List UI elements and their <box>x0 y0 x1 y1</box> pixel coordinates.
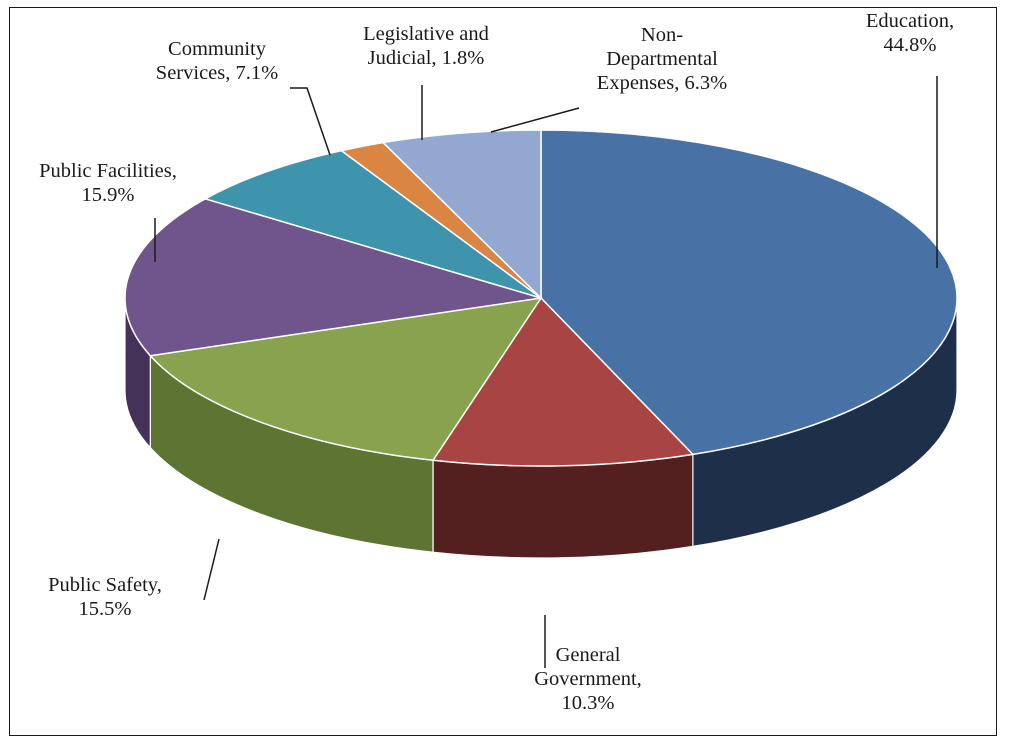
data-label-line: Departmental <box>606 48 718 70</box>
leader-line-non-departmental-expenses <box>490 107 580 133</box>
data-label-line: Community <box>168 38 267 60</box>
data-label-line: Expenses, 6.3% <box>597 72 727 94</box>
data-label-line: 10.3% <box>562 692 615 714</box>
data-label-line: Legislative and <box>363 23 489 45</box>
data-label-line: 15.9% <box>82 184 135 206</box>
leader-line-community-services <box>290 87 331 156</box>
data-label-public-facilities: Public Facilities, 15.9% <box>39 160 177 206</box>
data-label-line: Public Safety, <box>48 574 162 596</box>
data-label-education: Education, 44.8% <box>866 10 954 56</box>
data-label-community-services: Community Services, 7.1% <box>156 38 278 84</box>
pie-slice-education <box>540 129 958 456</box>
pie-side-general-government <box>432 453 694 559</box>
pie-slice-public-safety <box>148 297 543 462</box>
data-label-line: Non- <box>641 24 683 46</box>
pie-slice-general-government <box>431 296 695 467</box>
data-label-line: 44.8% <box>884 34 937 56</box>
data-label-legislative-and-judicial: Legislative and Judicial, 1.8% <box>363 23 489 69</box>
data-label-general-government: General Government, 10.3% <box>534 644 642 714</box>
data-label-public-safety: Public Safety, 15.5% <box>48 574 162 620</box>
data-label-line: Judicial, 1.8% <box>368 47 485 69</box>
data-label-line: General <box>556 644 621 666</box>
data-label-non-departmental-expenses: Non-Departmental Expenses, 6.3% <box>597 24 727 94</box>
pie-slice-non-departmental-expenses <box>381 129 542 300</box>
data-label-line: Education, <box>866 10 954 32</box>
label-layer: Education, 44.8% General Government, 10.3% Pu… <box>39 10 954 714</box>
data-label-line: Services, 7.1% <box>156 62 278 84</box>
pie-slice-public-facilities <box>124 197 542 357</box>
pie-top-layer <box>124 129 958 467</box>
data-label-line: 15.5% <box>79 598 132 620</box>
pie-slice-community-services <box>203 149 542 299</box>
leader-line-public-safety <box>203 538 220 601</box>
data-label-line: Public Facilities, <box>39 160 177 182</box>
leader-line-layer <box>154 76 938 668</box>
data-label-line: Government, <box>534 668 642 690</box>
